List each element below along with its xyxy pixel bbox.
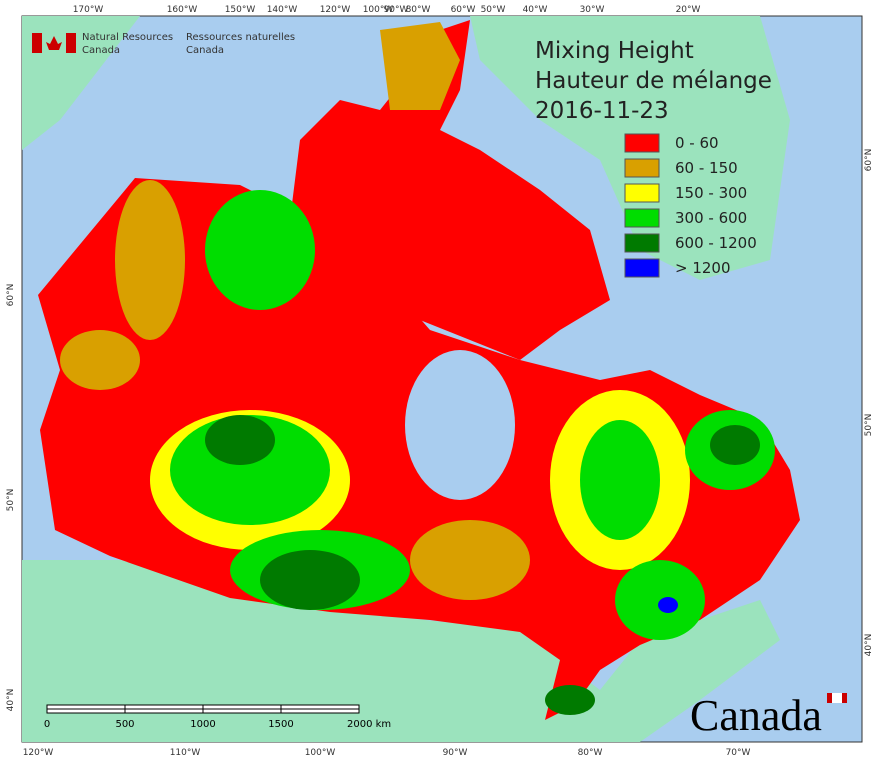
legend-swatch — [624, 233, 660, 253]
zone — [205, 415, 275, 465]
title: Mixing Height — [535, 38, 694, 64]
graticule-label: 50°N — [864, 414, 874, 437]
graticule-label: 30°W — [580, 5, 605, 15]
graticule-label: 120°W — [23, 748, 54, 758]
agency: Canada — [186, 45, 224, 56]
graticule-label: 160°W — [167, 5, 198, 15]
scale-label: 0 — [44, 719, 50, 730]
graticule-label: 120°W — [320, 5, 351, 15]
zone — [410, 520, 530, 600]
graticule-label: 110°W — [170, 748, 201, 758]
graticule-label: 70°W — [726, 748, 751, 758]
arctic-islands — [290, 20, 610, 360]
graticule-label: 20°W — [676, 5, 701, 15]
legend-label: 60 - 150 — [675, 159, 738, 177]
scale-label: 1500 — [268, 719, 293, 730]
legend-swatch — [624, 183, 660, 203]
scale-label: 500 — [115, 719, 134, 730]
zone — [710, 425, 760, 465]
legend-swatch — [624, 258, 660, 278]
zone — [545, 685, 595, 715]
graticule-label: 100°W — [305, 748, 336, 758]
graticule-label: 40°W — [523, 5, 548, 15]
zone — [380, 22, 460, 110]
graticule-label: 80°W — [406, 5, 431, 15]
legend-label: > 1200 — [675, 259, 731, 277]
graticule-label: 40°N — [864, 634, 874, 657]
zone — [60, 330, 140, 390]
agency: Canada — [82, 45, 120, 56]
graticule-label: 50°N — [6, 489, 16, 512]
legend-label: 300 - 600 — [675, 209, 747, 227]
graticule-label: 60°N — [6, 284, 16, 307]
date: 2016-11-23 — [535, 98, 669, 124]
graticule-label: 40°N — [6, 689, 16, 712]
graticule-label: 60°W — [451, 5, 476, 15]
zone — [260, 550, 360, 610]
scale-label: 1000 — [190, 719, 215, 730]
agency: Natural Resources — [82, 32, 173, 43]
wordmark: Canada — [690, 691, 822, 740]
zone — [115, 180, 185, 340]
legend-swatch — [624, 133, 660, 153]
legend-label: 0 - 60 — [675, 134, 719, 152]
graticule-label: 140°W — [267, 5, 298, 15]
legend-label: 600 - 1200 — [675, 234, 757, 252]
flag — [46, 36, 62, 50]
hudson-bay — [405, 350, 515, 500]
agency: Ressources naturelles — [186, 32, 295, 43]
flag — [832, 693, 842, 703]
graticule-label: 170°W — [73, 5, 104, 15]
graticule-label: 60°N — [864, 149, 874, 172]
graticule-label: 100°W — [363, 5, 394, 15]
title: Hauteur de mélange — [535, 68, 772, 94]
graticule-label: 150°W — [225, 5, 256, 15]
graticule-label: 50°W — [481, 5, 506, 15]
scale-label: 2000 km — [347, 719, 391, 730]
legend-swatch — [624, 158, 660, 178]
graticule-label: 90°W — [443, 748, 468, 758]
graticule-label: 90°W — [384, 5, 409, 15]
zone — [615, 560, 705, 640]
zone — [580, 420, 660, 540]
graticule-label: 80°W — [578, 748, 603, 758]
legend-label: 150 - 300 — [675, 184, 747, 202]
zone — [658, 597, 678, 613]
legend-swatch — [624, 208, 660, 228]
zone — [205, 190, 315, 310]
flag — [66, 33, 76, 53]
flag — [32, 33, 42, 53]
